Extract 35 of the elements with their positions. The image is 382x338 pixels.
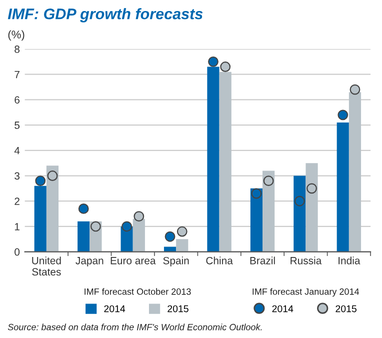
bar — [78, 221, 90, 252]
y-tick-label: 2 — [14, 198, 20, 205]
bar — [294, 176, 306, 252]
y-tick-label: 0 — [14, 248, 20, 256]
legend-label: 2014 — [104, 305, 126, 312]
x-tick-label: Japan — [76, 257, 104, 266]
text: IMF forecast October 2013 — [84, 288, 191, 295]
text: IMF forecast January 2014 — [252, 288, 360, 297]
y-tick-label: 8 — [14, 46, 20, 53]
legend-label: 2015 — [168, 305, 188, 312]
x-tick-label: Russia — [290, 256, 322, 264]
x-tick-label: United States — [32, 256, 61, 276]
legend-label: 2014 — [272, 305, 294, 312]
y-tick-label: 3 — [14, 172, 20, 180]
bar — [46, 166, 59, 252]
x-tick-label: Euro area — [110, 257, 156, 264]
bar — [306, 163, 318, 252]
bar — [164, 246, 176, 252]
y-tick-label: 5 — [14, 122, 20, 129]
bar — [176, 239, 188, 252]
bar — [250, 188, 263, 252]
y-tick-label: 6 — [14, 96, 20, 104]
legend-label: 2015 — [336, 305, 356, 312]
bar — [336, 122, 349, 252]
y-axis-title: (%) — [8, 30, 24, 41]
bar — [262, 170, 275, 252]
y-tick-label: 7 — [14, 70, 20, 78]
y-tick-label: 1 — [14, 223, 20, 230]
x-tick-label: India — [338, 256, 360, 264]
x-tick-label: Brazil — [250, 256, 275, 264]
y-tick-label: 4 — [14, 147, 20, 154]
chart-title: IMF: GDP growth forecasts — [8, 8, 203, 22]
source-note: Source: based on data from the IMF's World Economic Outlook. — [8, 324, 262, 330]
x-tick-label: Spain — [163, 256, 189, 266]
x-tick-label: China — [206, 256, 233, 264]
